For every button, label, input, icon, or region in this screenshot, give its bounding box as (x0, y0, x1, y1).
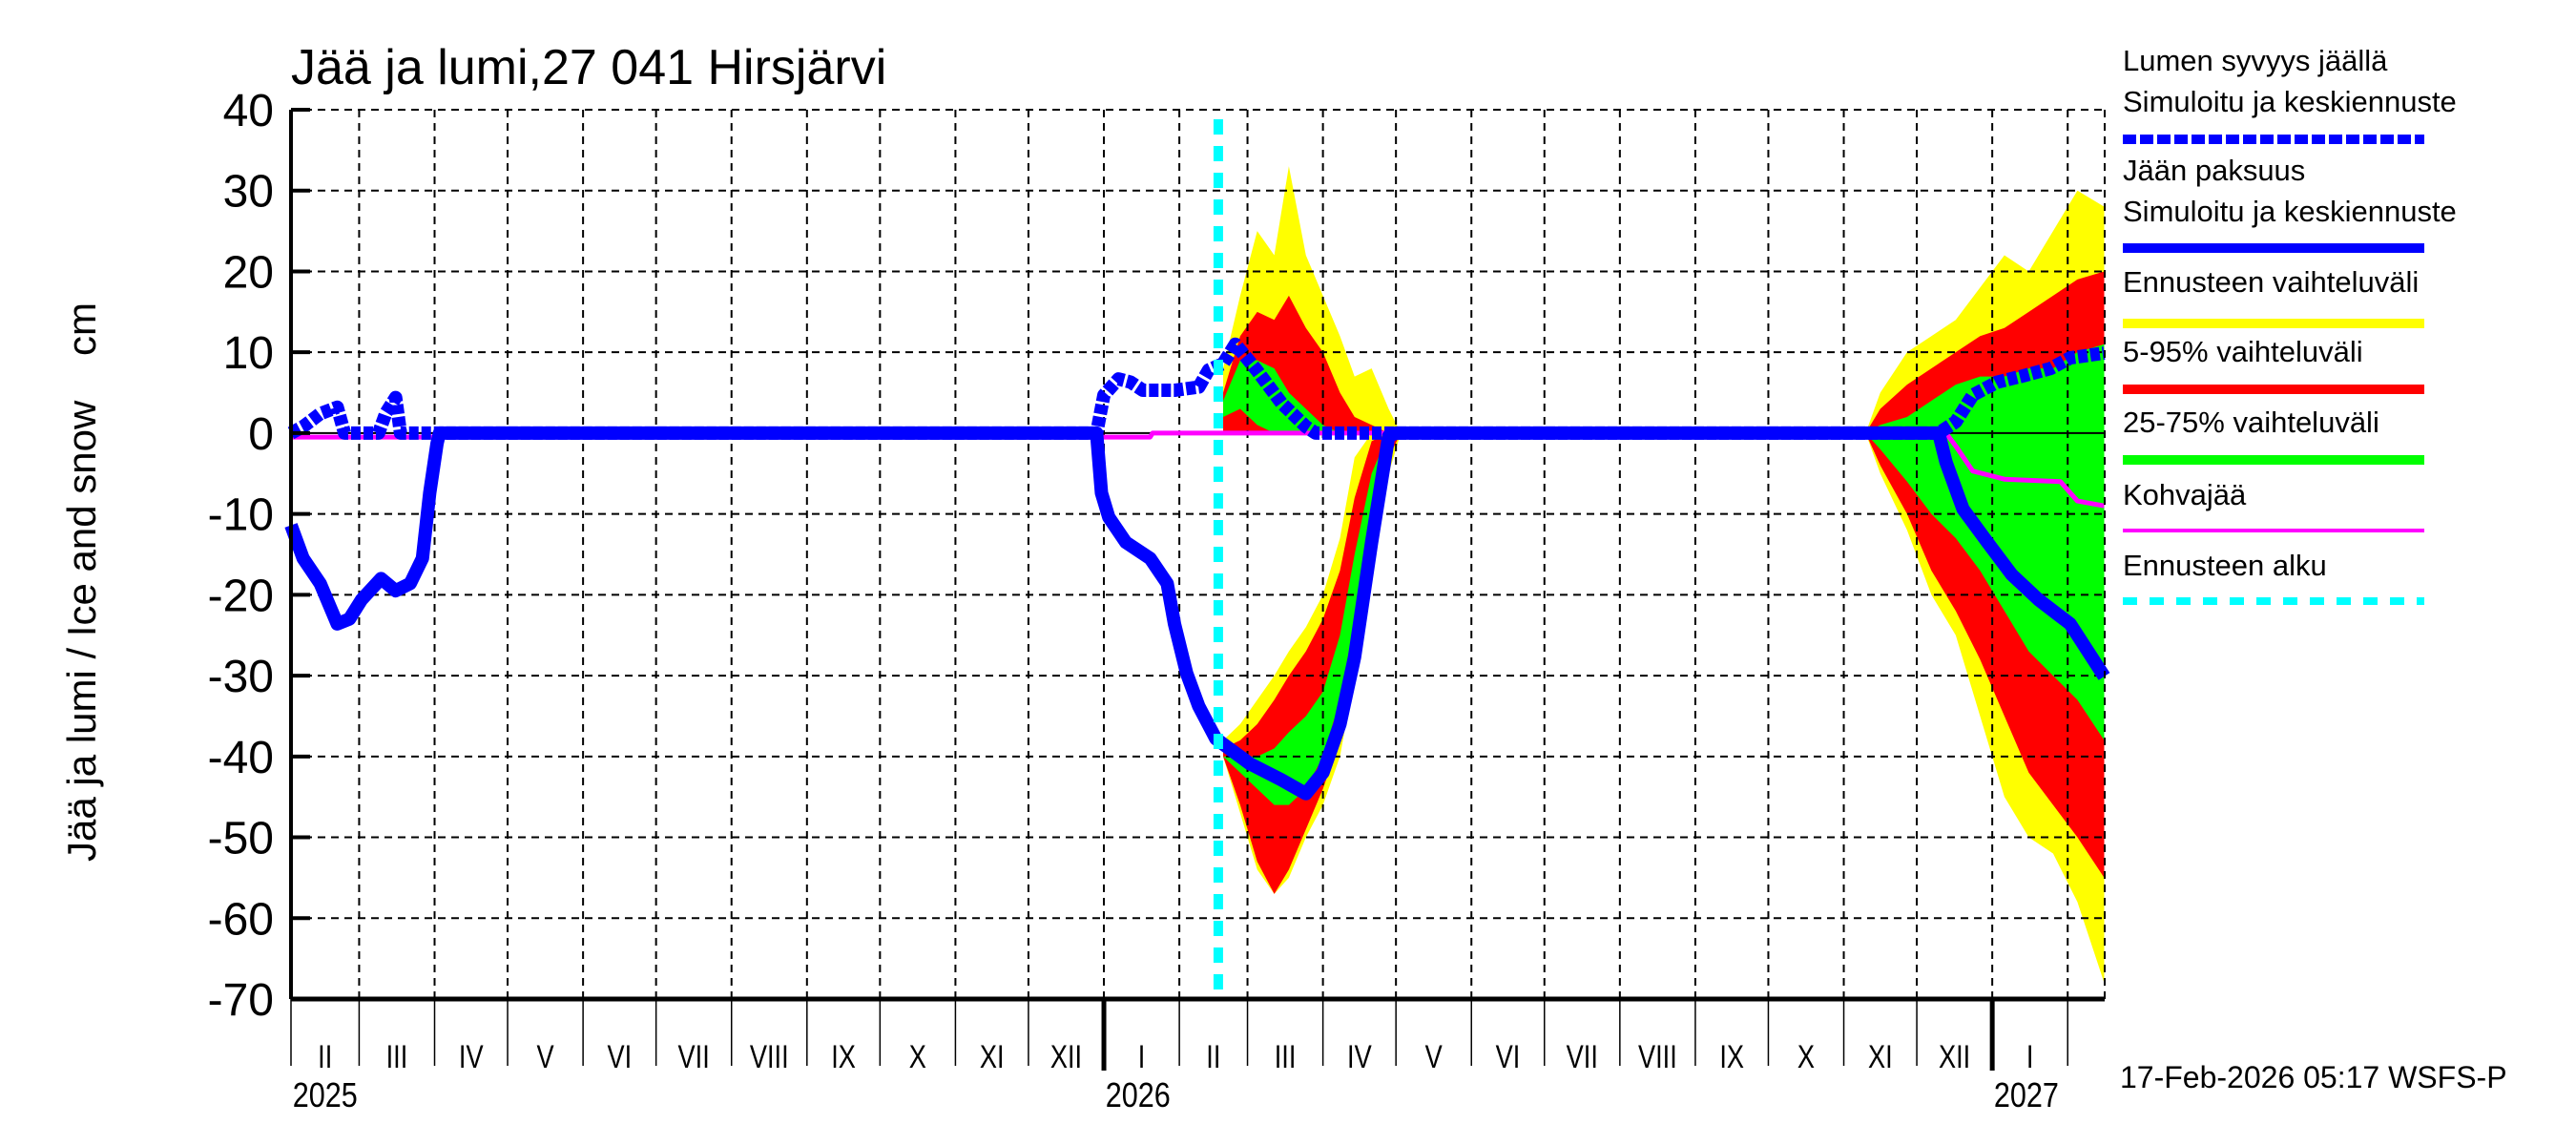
month-label: XII (1939, 1038, 1970, 1075)
legend-label: Jään paksuus (2123, 154, 2305, 187)
series-j-n-paksuus (284, 426, 2110, 801)
legend-label: 25-75% vaihteluväli (2123, 406, 2379, 439)
forecast-bands (1223, 166, 2105, 984)
month-label: V (1425, 1038, 1444, 1075)
month-label: X (909, 1038, 926, 1075)
year-label: 2027 (1994, 1077, 2059, 1115)
legend-label: Ennusteen alku (2123, 549, 2327, 582)
y-tick-label: -10 (208, 490, 274, 541)
month-label: II (318, 1038, 332, 1075)
month-label: I (1138, 1038, 1146, 1075)
y-tick-label: 30 (223, 167, 274, 218)
grid-lines (291, 110, 2105, 999)
month-label: VIII (750, 1038, 789, 1075)
legend-label: Lumen syvyys jäällä (2123, 44, 2388, 77)
month-label: VI (608, 1038, 633, 1075)
month-label: III (386, 1038, 408, 1075)
y-tick-label: 0 (248, 409, 274, 460)
month-label: IX (1719, 1038, 1744, 1075)
y-tick-label: -70 (208, 975, 274, 1026)
y-tick-label: 10 (223, 328, 274, 379)
legend-label: Kohvajää (2123, 478, 2247, 511)
y-tick-label: -40 (208, 733, 274, 783)
month-label: IX (831, 1038, 856, 1075)
month-label: XI (980, 1038, 1005, 1075)
y-tick-label: -60 (208, 894, 274, 945)
legend-label: Ennusteen vaihteluväli (2123, 265, 2419, 299)
year-label: 2025 (293, 1077, 358, 1115)
chart-title: Jää ja lumi,27 041 Hirsjärvi (291, 40, 886, 95)
y-tick-label: -30 (208, 652, 274, 702)
month-label: XII (1050, 1038, 1082, 1075)
month-label: IV (1347, 1038, 1372, 1075)
month-label: V (537, 1038, 555, 1075)
series-lines (284, 119, 2110, 999)
month-label: X (1797, 1038, 1815, 1075)
series-lumen-syvyys-j-ll- (287, 337, 2106, 440)
winter-ice-green-band (1865, 432, 2105, 740)
legend-sublabel: Simuloitu ja keskiennuste (2123, 85, 2457, 118)
month-label: I (2026, 1038, 2034, 1075)
series-kohvaj- (291, 430, 2105, 509)
legend-sublabel: Simuloitu ja keskiennuste (2123, 195, 2457, 228)
spring-ice-green-band (1223, 432, 1402, 805)
month-label: VII (1567, 1038, 1598, 1075)
legend-label: 5-95% vaihteluväli (2123, 335, 2363, 368)
month-label: IV (459, 1038, 484, 1075)
month-label: XI (1868, 1038, 1893, 1075)
footer-timestamp: 17-Feb-2026 05:17 WSFS-P (2120, 1060, 2507, 1094)
legend: Lumen syvyys jäällä Simuloitu ja keskienn… (2123, 44, 2457, 605)
month-label: II (1206, 1038, 1220, 1075)
y-tick-label: 40 (223, 86, 274, 136)
month-label: VIII (1638, 1038, 1677, 1075)
year-label: 2026 (1106, 1077, 1171, 1115)
y-axis-label: Jää ja lumi / Ice and snow cm (59, 302, 104, 862)
y-tick-label: -50 (208, 814, 274, 864)
month-label: III (1275, 1038, 1297, 1075)
y-tick-label: -20 (208, 571, 274, 621)
month-label: VI (1496, 1038, 1521, 1075)
y-tick-label: 20 (223, 247, 274, 298)
month-label: VII (678, 1038, 710, 1075)
